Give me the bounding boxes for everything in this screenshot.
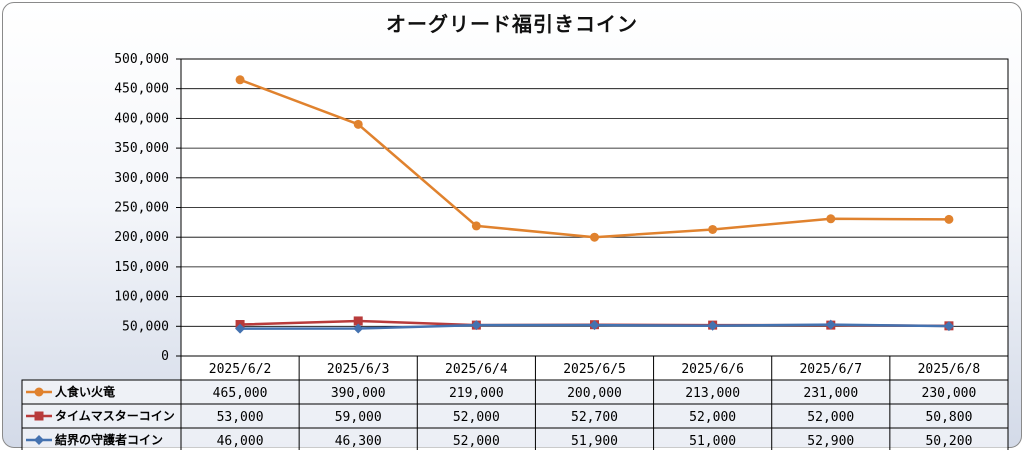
table-header-row [180,355,1009,381]
table-cell-value: 231,000 [803,386,858,401]
chart-title: オーグリード福引きコイン [386,12,638,36]
table-cell-value: 46,000 [217,434,264,449]
y-tick-label: 50,000 [122,319,169,334]
data-point [826,214,836,224]
data-point [589,320,600,331]
table-cell-value: 230,000 [922,386,977,401]
data-point [943,321,954,332]
y-tick-label: 500,000 [114,52,169,67]
y-tick-label: 250,000 [114,201,169,216]
table-cell-value: 390,000 [331,386,386,401]
table-cell-value: 51,900 [571,434,618,449]
x-category-label: 2025/6/5 [563,362,626,377]
legend-label: 結界の守護者コイン [55,432,163,447]
table-cell-value: 46,300 [335,434,382,449]
x-category-label: 2025/6/3 [327,362,390,377]
x-category-label: 2025/6/2 [209,362,272,377]
table-row [21,427,1009,450]
table-cell-value: 59,000 [335,410,382,425]
x-category-label: 2025/6/4 [445,362,508,377]
table-cell-value: 200,000 [567,386,622,401]
legend-marker [34,387,44,397]
y-tick-label: 150,000 [114,260,169,275]
y-tick-label: 300,000 [114,171,169,186]
table-row [21,379,1009,405]
table-cell-value: 50,800 [925,410,972,425]
y-tick-label: 400,000 [114,111,169,126]
table-cell-value: 52,000 [453,434,500,449]
table-cell-value: 52,000 [807,410,854,425]
data-point [353,323,364,334]
data-point [353,316,363,326]
legend-label: タイムマスターコイン [55,409,175,423]
x-category-label: 2025/6/8 [918,362,981,377]
y-tick-label: 0 [161,349,169,364]
x-category-label: 2025/6/7 [799,362,862,377]
legend-marker [34,435,44,445]
y-tick-label: 200,000 [114,230,169,245]
table-cell-value: 219,000 [449,386,504,401]
data-point [471,221,481,231]
data-point [235,75,245,85]
data-point [707,320,718,331]
data-point [944,214,954,224]
legend-label: 人食い火竜 [55,384,115,399]
table-cell-value: 51,000 [689,434,736,449]
table-cell-value: 52,900 [807,434,854,449]
y-tick-label: 450,000 [114,82,169,97]
table-row [21,403,1009,429]
legend-marker [34,411,44,421]
table-cell-value: 53,000 [217,410,264,425]
y-tick-label: 100,000 [114,290,169,305]
data-point [590,232,599,242]
data-point [353,119,363,129]
data-point [471,320,482,331]
table-cell-value: 52,000 [689,410,736,425]
y-tick-label: 350,000 [114,141,169,156]
table-cell-value: 50,200 [925,434,972,449]
data-point [825,319,836,330]
table-cell-value: 52,700 [571,410,618,425]
table-cell-value: 465,000 [213,386,268,401]
data-point [235,323,246,334]
x-category-label: 2025/6/6 [681,362,744,377]
data-point [708,224,718,234]
table-cell-value: 52,000 [453,410,500,425]
table-cell-value: 213,000 [685,386,740,401]
